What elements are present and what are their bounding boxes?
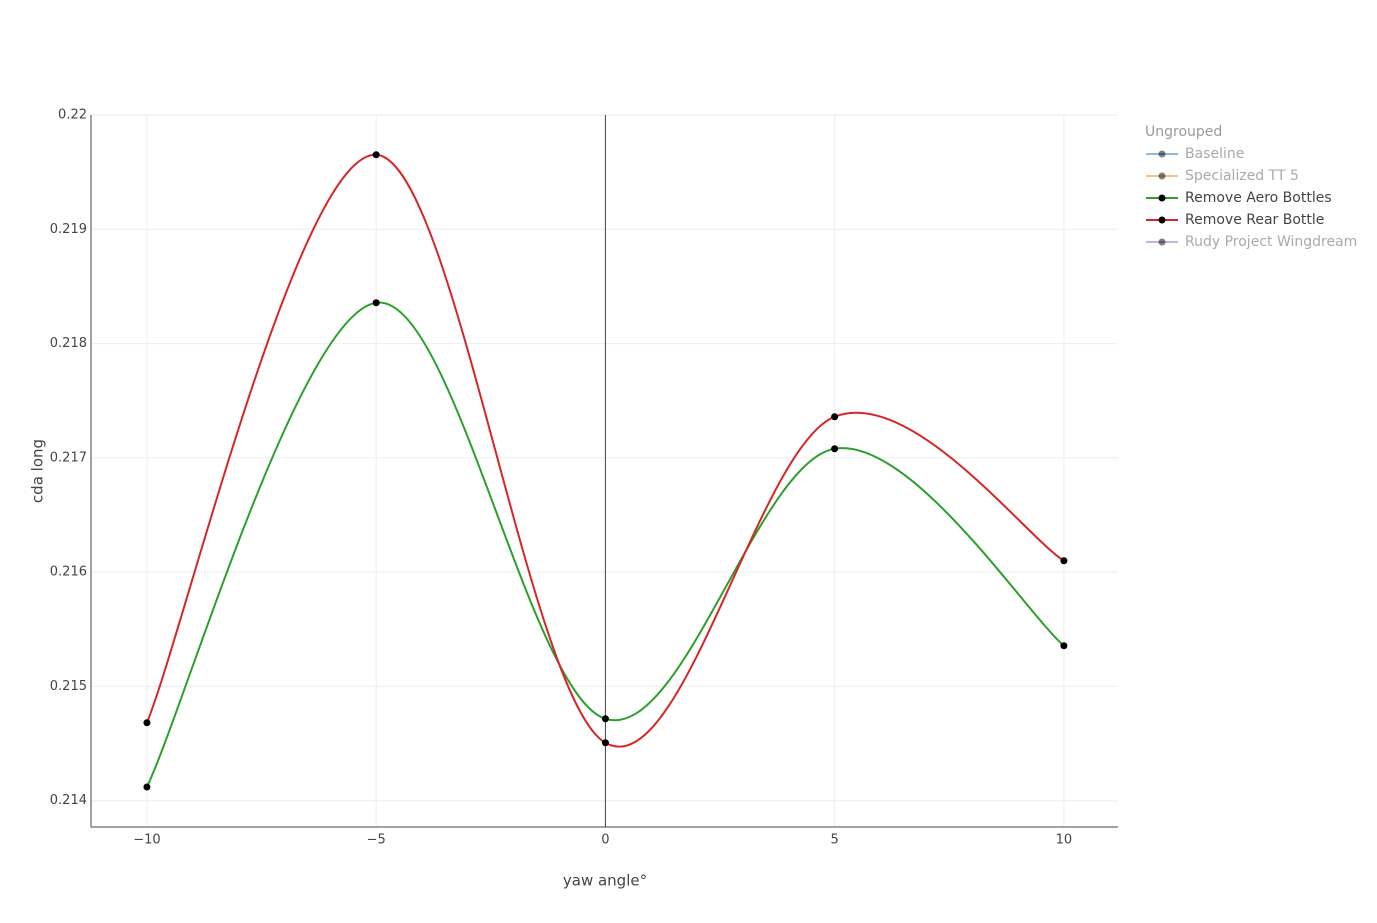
data-point: [1060, 642, 1068, 650]
legend-marker: [1158, 194, 1166, 202]
series-line: [146, 153, 1065, 748]
legend-label[interactable]: Specialized TT 5: [1185, 168, 1299, 184]
legend-label[interactable]: Remove Aero Bottles: [1185, 190, 1332, 206]
legend-title: Ungrouped: [1145, 124, 1222, 140]
legend-marker: [1158, 216, 1166, 224]
y-tick-label: 0.218: [50, 336, 87, 351]
legend-label[interactable]: Remove Rear Bottle: [1185, 212, 1324, 228]
y-tick-label: 0.217: [50, 450, 87, 465]
legend-marker: [1158, 238, 1166, 246]
data-point: [372, 151, 380, 159]
data-point: [831, 445, 839, 453]
x-axis-title: yaw angle°: [563, 872, 647, 890]
legend-label[interactable]: Baseline: [1185, 146, 1244, 162]
series-line: [146, 301, 1065, 788]
data-point: [601, 715, 609, 723]
y-tick-label: 0.215: [50, 679, 87, 694]
data-point: [601, 739, 609, 747]
x-tick-label: 5: [831, 833, 839, 848]
data-point: [372, 299, 380, 307]
y-tick-label: 0.219: [50, 222, 87, 237]
data-point: [143, 719, 151, 727]
data-point: [1060, 557, 1068, 565]
y-tick-label: 0.216: [50, 565, 87, 580]
x-tick-label: 10: [1056, 833, 1073, 848]
legend-marker: [1158, 172, 1166, 180]
y-tick-label: 0.22: [58, 108, 87, 123]
x-tick-label: 0: [601, 833, 609, 848]
x-tick-label: −5: [367, 833, 386, 848]
legend-label[interactable]: Rudy Project Wingdream: [1185, 234, 1357, 250]
y-axis-title: cda long: [29, 439, 47, 503]
data-point: [831, 413, 839, 421]
y-tick-label: 0.214: [50, 793, 87, 808]
legend-marker: [1158, 150, 1166, 158]
data-point: [143, 783, 151, 791]
x-tick-label: −10: [133, 833, 160, 848]
